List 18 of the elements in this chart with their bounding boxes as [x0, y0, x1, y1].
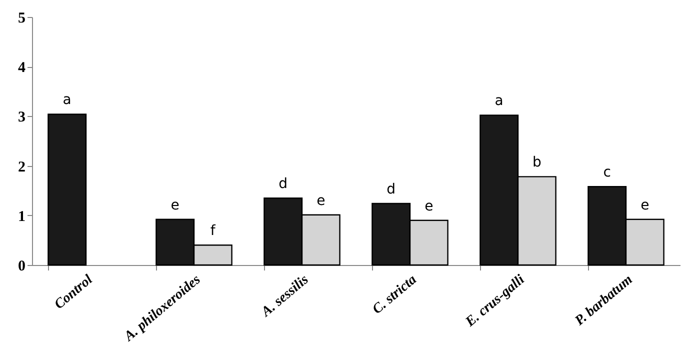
bar	[48, 114, 87, 266]
y-tick-label: 3	[18, 110, 26, 126]
data-label: e	[170, 197, 180, 214]
data-label: c	[603, 164, 611, 181]
y-tick-label: 1	[18, 208, 26, 225]
y-tick-label: 2	[18, 159, 26, 176]
data-label: a	[494, 93, 504, 110]
y-tick-label: 5	[18, 10, 26, 26]
y-tick-label: 0	[18, 258, 26, 274]
data-label: a	[62, 92, 72, 108]
data-label: b	[532, 154, 542, 171]
data-label: e	[316, 192, 326, 209]
data-label: f	[210, 223, 216, 240]
data-label: d	[386, 181, 396, 198]
data-label: e	[640, 197, 650, 214]
y-tick-label: 4	[18, 60, 26, 76]
data-label: d	[278, 176, 288, 192]
data-label: e	[424, 198, 434, 214]
